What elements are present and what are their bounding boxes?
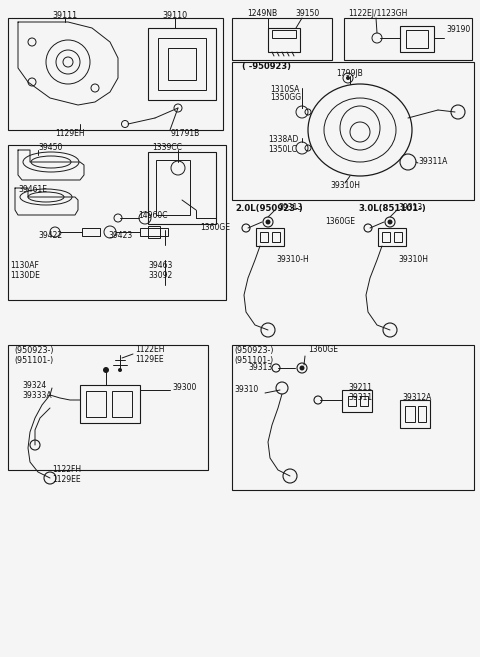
Text: 33092: 33092 (148, 271, 172, 279)
Circle shape (103, 367, 109, 373)
Bar (268, 28, 300, 52)
Bar (378, 228, 406, 246)
Text: 1799JB: 1799JB (336, 70, 363, 78)
Bar (8, 145, 226, 300)
Text: 39190: 39190 (446, 26, 470, 35)
Text: 1122FH: 1122FH (52, 466, 81, 474)
Text: 39312A: 39312A (402, 392, 432, 401)
Bar (158, 38, 206, 90)
Text: 1360GE: 1360GE (325, 217, 355, 227)
Bar (112, 391, 132, 417)
Bar (382, 232, 390, 242)
Bar (260, 232, 268, 242)
Text: 39311A: 39311A (418, 158, 447, 166)
Text: 14960C: 14960C (138, 210, 168, 219)
Text: 39423: 39423 (108, 231, 132, 240)
Bar (405, 406, 415, 422)
Text: 39310-H: 39310-H (276, 256, 309, 265)
Text: 39311: 39311 (348, 394, 372, 403)
Text: 39313: 39313 (278, 204, 302, 212)
Bar (8, 18, 223, 130)
Bar (348, 396, 356, 406)
Bar (148, 226, 160, 238)
Circle shape (118, 368, 122, 372)
Bar (8, 345, 208, 470)
Bar (344, 18, 472, 60)
Bar (342, 390, 372, 412)
Text: 39310H: 39310H (398, 256, 428, 265)
Text: (951101-): (951101-) (234, 355, 273, 365)
Text: (950923-): (950923-) (234, 346, 274, 355)
Text: 39111: 39111 (52, 11, 78, 20)
Bar (418, 406, 426, 422)
Text: 39333A: 39333A (22, 390, 52, 399)
Text: 39324: 39324 (22, 380, 46, 390)
Text: 1130DE: 1130DE (10, 271, 40, 279)
Text: 39463: 39463 (148, 260, 172, 269)
Circle shape (346, 76, 350, 80)
Bar (360, 396, 368, 406)
Text: 1350LC: 1350LC (268, 145, 297, 154)
Bar (86, 391, 106, 417)
Text: 39450: 39450 (38, 143, 62, 152)
Text: (951101-): (951101-) (14, 355, 53, 365)
Bar (232, 345, 474, 490)
Text: 1338AD: 1338AD (268, 135, 299, 145)
Text: 39422: 39422 (38, 231, 62, 240)
Text: 39110: 39110 (162, 11, 188, 20)
Text: ( -950923): ( -950923) (242, 62, 291, 70)
Bar (394, 232, 402, 242)
Bar (140, 228, 168, 236)
Text: 39150: 39150 (295, 9, 319, 18)
Text: 39300: 39300 (172, 382, 196, 392)
Text: 1122EH: 1122EH (135, 346, 165, 355)
Text: (950923-): (950923-) (14, 346, 53, 355)
Bar (272, 30, 296, 38)
Bar (168, 48, 196, 80)
Bar (82, 228, 100, 236)
Circle shape (265, 219, 271, 225)
Text: 1129EE: 1129EE (52, 476, 81, 484)
Text: 1360GE: 1360GE (200, 223, 230, 233)
Bar (256, 228, 284, 246)
Bar (400, 26, 434, 52)
Circle shape (387, 219, 393, 225)
Text: 1130AF: 1130AF (10, 260, 39, 269)
Circle shape (300, 365, 304, 371)
Text: 39310H: 39310H (330, 181, 360, 189)
Bar (232, 62, 474, 200)
Text: 1249NB: 1249NB (247, 9, 277, 18)
Bar (400, 400, 430, 428)
Text: 39313: 39313 (248, 363, 272, 373)
Text: 39310: 39310 (234, 386, 258, 394)
Bar (272, 232, 280, 242)
Text: 3.0L(851101-): 3.0L(851101-) (358, 204, 426, 212)
Text: 1122EJ/1123GH: 1122EJ/1123GH (348, 9, 408, 18)
Text: 39211: 39211 (348, 384, 372, 392)
Text: 2.0L(950923-): 2.0L(950923-) (235, 204, 303, 212)
Bar (406, 30, 428, 48)
Bar (148, 152, 216, 224)
Text: 1129EH: 1129EH (55, 129, 85, 137)
Bar (156, 160, 190, 215)
Text: 91791B: 91791B (170, 129, 200, 137)
Bar (80, 385, 140, 423)
Text: 39461E: 39461E (18, 185, 47, 194)
Text: 39313: 39313 (398, 204, 422, 212)
Text: 1339CC: 1339CC (152, 143, 182, 152)
Bar (232, 18, 332, 60)
Text: 1360GE: 1360GE (308, 346, 338, 355)
Text: 1310SA: 1310SA (270, 85, 300, 95)
Text: 1129EE: 1129EE (135, 355, 164, 365)
Bar (148, 28, 216, 100)
Text: 1350GG: 1350GG (270, 93, 301, 102)
